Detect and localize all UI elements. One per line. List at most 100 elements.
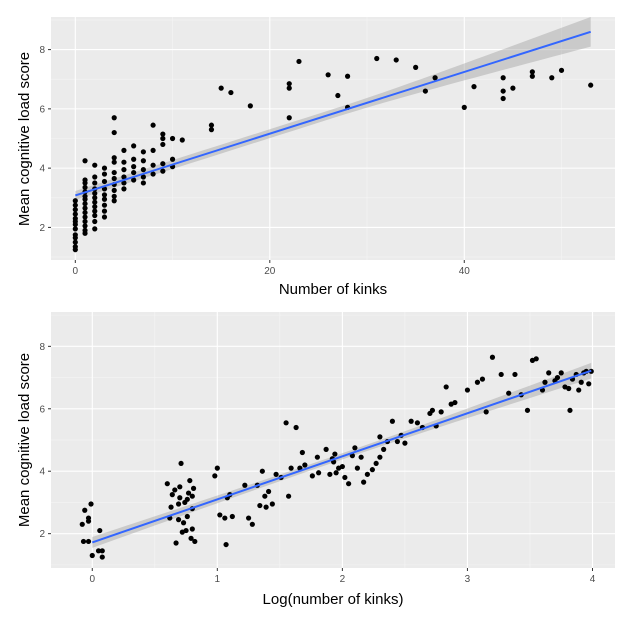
data-point: [512, 371, 518, 378]
data-point: [160, 168, 166, 174]
data-point: [179, 137, 185, 143]
data-point: [164, 481, 170, 487]
data-point: [529, 73, 535, 79]
data-point: [422, 88, 428, 94]
data-point: [489, 354, 496, 360]
data-point: [332, 451, 338, 457]
data-point: [72, 202, 78, 208]
data-point: [92, 208, 98, 214]
data-point: [558, 67, 565, 73]
data-point: [92, 204, 98, 210]
data-point: [72, 211, 78, 217]
confidence-band: [92, 362, 592, 548]
x-axis-title: Number of kinks: [279, 281, 387, 298]
data-point: [327, 471, 333, 477]
data-point: [257, 502, 263, 509]
data-point: [358, 454, 364, 460]
fit-line-layer: [91, 369, 592, 544]
data-point: [92, 180, 98, 186]
data-point: [263, 504, 269, 510]
data-point: [325, 72, 331, 78]
data-point: [402, 440, 408, 446]
data-point: [286, 493, 292, 499]
data-point: [89, 552, 95, 559]
data-point: [101, 171, 108, 177]
data-point: [111, 187, 117, 193]
data-point: [121, 180, 127, 186]
data-point: [131, 164, 137, 170]
x-tick-label: 40: [459, 266, 471, 277]
data-point: [190, 485, 197, 491]
chart-log-kinks: 0 1 2 3 4 2 4 6 8 Log(number of kinks) Mean cogn…: [16, 312, 615, 608]
data-point: [214, 465, 220, 471]
data-point: [101, 192, 108, 198]
confidence-band-layer: [92, 362, 592, 548]
x-tick-label: 0: [73, 266, 79, 277]
data-point: [95, 548, 102, 554]
data-point: [373, 460, 379, 467]
data-point: [283, 420, 289, 426]
points-layer: [72, 55, 594, 253]
fit-line-layer: [75, 30, 591, 197]
data-point: [92, 212, 98, 219]
data-point: [286, 81, 292, 87]
data-point: [177, 484, 183, 490]
y-tick-label: 8: [39, 342, 45, 353]
data-point: [542, 379, 548, 385]
data-point: [92, 195, 98, 201]
y-axis-title: Mean cognitive load score: [16, 353, 33, 527]
data-point: [242, 482, 248, 488]
data-point: [101, 178, 108, 185]
x-tick-label: 3: [465, 574, 471, 585]
data-point: [111, 169, 117, 176]
data-point: [101, 165, 108, 171]
data-point: [82, 184, 88, 190]
data-point: [377, 434, 383, 440]
y-tick-label: 2: [39, 223, 45, 234]
data-point: [500, 75, 506, 81]
data-point: [187, 477, 193, 484]
data-point: [82, 177, 88, 183]
data-point: [72, 198, 78, 204]
data-point: [121, 147, 127, 153]
y-axis-title: Mean cognitive load score: [16, 52, 33, 226]
data-point: [99, 548, 105, 554]
data-point: [374, 55, 380, 62]
data-point: [140, 158, 146, 164]
data-point: [500, 95, 506, 102]
x-tick-label: 4: [590, 574, 596, 585]
data-point: [140, 174, 146, 180]
data-point: [335, 92, 341, 99]
data-point: [222, 515, 228, 521]
data-point: [184, 496, 190, 502]
y-tick-label: 8: [39, 45, 45, 56]
data-point: [150, 162, 156, 168]
data-point: [549, 75, 555, 81]
y-tick-label: 4: [39, 467, 45, 478]
data-point: [474, 379, 481, 385]
data-point: [82, 193, 88, 199]
data-point: [533, 356, 539, 362]
data-point: [150, 171, 156, 177]
y-tick-label: 6: [39, 404, 45, 415]
data-point: [408, 418, 414, 424]
data-point: [82, 223, 88, 229]
data-point: [101, 196, 108, 202]
data-point: [111, 155, 117, 161]
data-point: [82, 205, 88, 211]
data-point: [576, 387, 582, 393]
data-point: [377, 454, 383, 460]
data-point: [483, 409, 489, 415]
data-point: [72, 232, 78, 238]
data-point: [269, 501, 275, 507]
grid: [51, 312, 615, 568]
data-point: [500, 88, 506, 94]
data-point: [101, 208, 108, 214]
data-point: [352, 445, 358, 451]
data-point: [72, 207, 78, 213]
y-tick-label: 2: [39, 529, 45, 540]
data-point: [150, 122, 156, 128]
data-point: [558, 370, 564, 376]
data-point: [99, 554, 105, 560]
data-point: [111, 115, 117, 121]
